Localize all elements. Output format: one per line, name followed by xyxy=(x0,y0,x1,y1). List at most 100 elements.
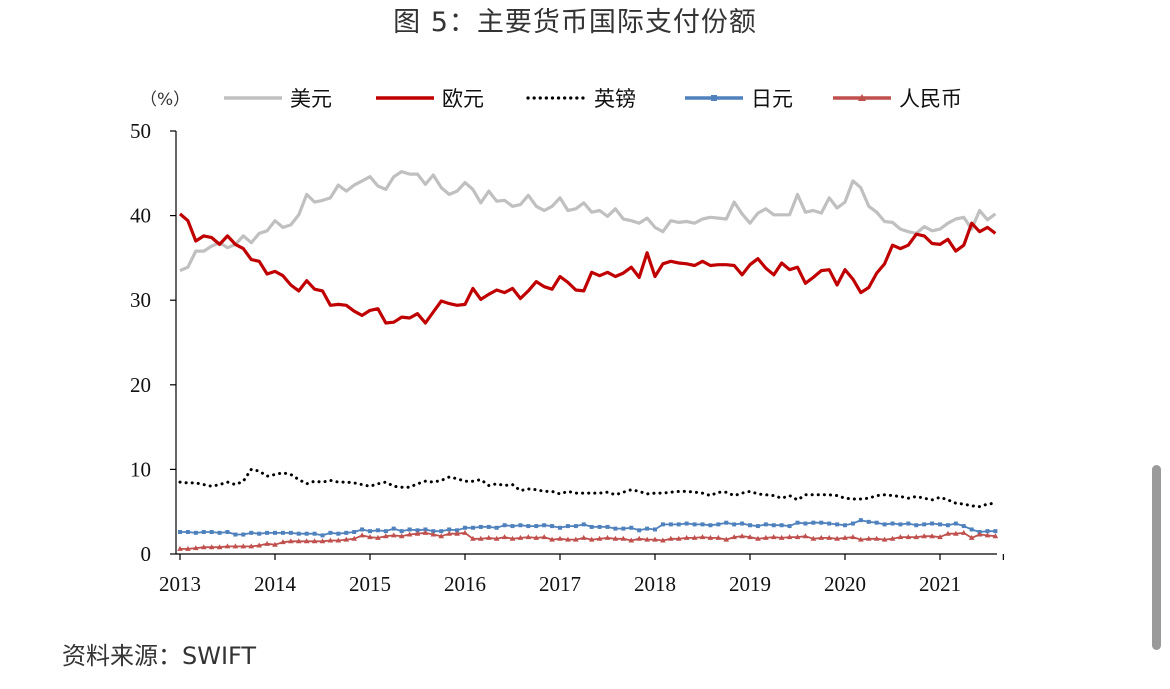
data-point xyxy=(684,521,689,526)
series-line xyxy=(178,212,997,325)
data-point xyxy=(200,544,207,550)
data-point xyxy=(493,535,500,541)
y-tick-label: 10 xyxy=(130,457,151,481)
data-point xyxy=(739,533,745,539)
data-point xyxy=(209,530,214,535)
data-point xyxy=(881,536,888,542)
data-point xyxy=(683,534,690,540)
data-point xyxy=(351,535,357,541)
series-2 xyxy=(178,467,997,509)
data-point xyxy=(723,536,730,542)
data-point xyxy=(976,531,983,537)
series-0 xyxy=(179,170,997,273)
y-tick-label: 40 xyxy=(130,204,151,228)
data-point xyxy=(802,533,809,539)
data-point xyxy=(232,543,239,549)
y-tick-label: 30 xyxy=(130,288,151,312)
data-point xyxy=(905,534,912,540)
data-point xyxy=(248,543,255,549)
data-point xyxy=(422,529,429,535)
x-tick-label: 2017 xyxy=(539,572,581,596)
data-point xyxy=(708,523,713,528)
data-point xyxy=(327,537,334,543)
data-point xyxy=(367,534,373,540)
data-point xyxy=(240,543,247,549)
data-point xyxy=(834,535,840,541)
data-point xyxy=(565,524,570,529)
legend-label: 人民币 xyxy=(899,87,962,111)
data-point xyxy=(937,534,943,540)
data-point xyxy=(707,534,714,540)
series-line xyxy=(178,467,997,509)
data-point xyxy=(565,536,571,542)
chart-axes: 0 10 20 30 40 50 2013 2014 2015 2016 2017 2018 2019 2… xyxy=(130,119,1004,596)
x-tick-label: 2014 xyxy=(254,572,297,596)
data-point xyxy=(858,518,863,523)
data-point xyxy=(938,522,942,527)
data-point xyxy=(747,534,753,540)
series-line xyxy=(180,532,996,550)
data-point xyxy=(858,536,864,542)
data-point xyxy=(280,530,285,535)
data-point xyxy=(303,538,310,544)
data-point xyxy=(406,531,413,537)
data-point xyxy=(383,533,389,539)
data-point xyxy=(273,530,277,535)
data-point xyxy=(898,522,903,527)
data-point xyxy=(249,530,254,535)
data-point xyxy=(945,523,950,528)
data-point xyxy=(178,530,182,535)
data-point xyxy=(352,530,357,535)
data-point xyxy=(629,525,634,530)
data-point xyxy=(581,522,586,527)
data-point xyxy=(960,529,967,535)
data-point xyxy=(653,527,657,532)
data-point xyxy=(993,529,998,534)
data-point xyxy=(748,523,752,528)
data-point xyxy=(193,530,198,535)
data-point xyxy=(953,530,959,536)
data-point xyxy=(518,523,523,528)
legend-item: 日元 xyxy=(685,87,793,111)
data-point xyxy=(463,525,467,530)
data-point xyxy=(280,539,286,545)
data-point xyxy=(580,534,587,540)
series-3 xyxy=(178,518,998,538)
data-point xyxy=(604,534,611,540)
data-point xyxy=(462,529,468,535)
data-point xyxy=(882,522,887,527)
data-point xyxy=(320,533,325,538)
data-point xyxy=(557,535,563,541)
data-point xyxy=(961,524,966,529)
data-point xyxy=(850,521,855,526)
data-point xyxy=(485,534,492,540)
data-point xyxy=(731,534,737,540)
x-tick-label: 2021 xyxy=(919,572,961,596)
legend-label: 日元 xyxy=(751,87,793,111)
data-point xyxy=(968,534,975,540)
unit-label: （%） xyxy=(140,90,190,110)
data-point xyxy=(526,524,531,529)
data-point xyxy=(842,534,848,540)
data-point xyxy=(264,540,270,546)
data-point xyxy=(224,543,231,549)
data-point xyxy=(336,531,341,536)
data-point xyxy=(423,527,428,532)
legend-item: 英镑 xyxy=(526,87,636,111)
data-point xyxy=(398,533,405,539)
data-point xyxy=(589,524,594,529)
vertical-scrollbar[interactable] xyxy=(1152,465,1161,650)
data-point xyxy=(818,534,825,540)
data-point xyxy=(257,531,262,536)
data-point xyxy=(850,534,856,540)
data-point xyxy=(620,535,627,541)
data-point xyxy=(810,535,817,541)
data-point xyxy=(787,524,792,529)
data-point xyxy=(889,535,896,541)
data-point xyxy=(906,521,911,526)
data-point xyxy=(897,534,904,540)
data-point xyxy=(700,522,705,527)
data-point xyxy=(763,534,769,540)
data-point xyxy=(715,534,722,540)
data-point xyxy=(288,530,293,535)
